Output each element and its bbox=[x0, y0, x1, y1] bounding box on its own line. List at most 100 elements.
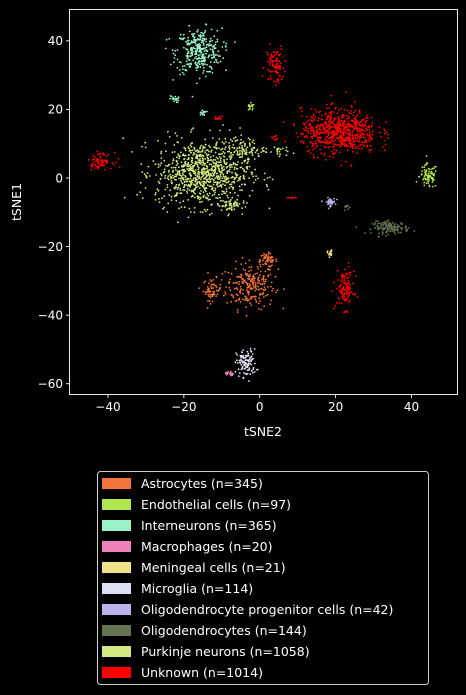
scatter-point bbox=[312, 130, 315, 133]
scatter-point bbox=[273, 135, 276, 138]
scatter-point bbox=[318, 127, 321, 129]
scatter-point bbox=[380, 224, 382, 227]
scatter-point bbox=[174, 185, 177, 188]
scatter-point bbox=[244, 372, 247, 375]
scatter-point bbox=[198, 50, 201, 53]
scatter-point bbox=[358, 127, 360, 130]
scatter-point bbox=[184, 174, 186, 177]
x-tick-label: −40 bbox=[95, 400, 120, 414]
scatter-point bbox=[346, 273, 349, 276]
scatter-point bbox=[266, 259, 269, 262]
scatter-point bbox=[93, 167, 96, 170]
scatter-point bbox=[357, 141, 360, 144]
scatter-point bbox=[293, 123, 296, 125]
scatter-point bbox=[235, 204, 238, 207]
scatter-point bbox=[336, 302, 338, 304]
scatter-point bbox=[309, 118, 312, 121]
scatter-point bbox=[182, 46, 185, 49]
scatter-point bbox=[349, 274, 352, 277]
scatter-point bbox=[217, 161, 220, 164]
scatter-point bbox=[269, 265, 271, 268]
scatter-point bbox=[420, 173, 423, 175]
scatter-point bbox=[338, 302, 341, 304]
scatter-point bbox=[241, 213, 244, 216]
scatter-point bbox=[340, 115, 342, 117]
legend-swatch bbox=[102, 520, 131, 531]
scatter-point bbox=[241, 256, 244, 259]
scatter-point bbox=[241, 146, 244, 149]
scatter-point bbox=[238, 156, 241, 159]
scatter-point bbox=[193, 147, 196, 149]
scatter-point bbox=[314, 134, 317, 137]
scatter-point bbox=[266, 261, 269, 263]
scatter-point bbox=[258, 261, 261, 264]
scatter-point bbox=[209, 293, 212, 296]
scatter-point bbox=[172, 169, 175, 172]
scatter-point bbox=[203, 164, 206, 167]
scatter-point bbox=[90, 168, 93, 171]
scatter-point bbox=[371, 134, 374, 136]
scatter-point bbox=[342, 276, 345, 278]
scatter-point bbox=[243, 170, 246, 173]
scatter-point bbox=[258, 297, 261, 300]
scatter-point bbox=[255, 175, 257, 178]
scatter-point bbox=[199, 47, 202, 50]
scatter-point bbox=[424, 177, 427, 180]
scatter-point bbox=[223, 201, 226, 203]
scatter-point bbox=[192, 177, 195, 180]
scatter-point bbox=[357, 145, 360, 148]
scatter-point bbox=[243, 183, 246, 186]
scatter-point bbox=[197, 173, 200, 176]
scatter-point bbox=[198, 287, 201, 289]
scatter-point bbox=[97, 163, 100, 165]
scatter-point bbox=[246, 350, 249, 353]
scatter-point bbox=[192, 151, 195, 154]
scatter-point bbox=[215, 295, 218, 297]
scatter-point bbox=[233, 151, 236, 154]
scatter-point bbox=[329, 252, 332, 255]
x-tick-label: 40 bbox=[404, 400, 419, 414]
scatter-point bbox=[214, 177, 217, 180]
scatter-point bbox=[175, 99, 178, 101]
scatter-point bbox=[245, 151, 248, 154]
scatter-point bbox=[237, 161, 239, 163]
scatter-point bbox=[320, 132, 322, 134]
scatter-point bbox=[359, 112, 361, 115]
scatter-point bbox=[174, 173, 177, 176]
scatter-point bbox=[311, 137, 314, 140]
scatter-point bbox=[261, 74, 264, 77]
scatter-point bbox=[283, 288, 285, 290]
scatter-point bbox=[425, 182, 428, 185]
scatter-point bbox=[259, 283, 262, 285]
scatter-point bbox=[277, 147, 280, 150]
scatter-point bbox=[196, 157, 199, 160]
scatter-point bbox=[349, 287, 352, 290]
scatter-point bbox=[358, 139, 361, 142]
scatter-point bbox=[188, 153, 190, 156]
scatter-point bbox=[391, 228, 394, 231]
scatter-point bbox=[191, 181, 194, 184]
scatter-point bbox=[382, 146, 385, 148]
scatter-point bbox=[326, 126, 329, 128]
scatter-point bbox=[257, 155, 260, 158]
scatter-point bbox=[254, 362, 256, 365]
scatter-point bbox=[378, 126, 381, 129]
scatter-point bbox=[423, 175, 426, 178]
scatter-point bbox=[213, 193, 216, 196]
scatter-point bbox=[186, 57, 189, 60]
scatter-point bbox=[242, 202, 245, 204]
scatter-point bbox=[366, 144, 369, 147]
scatter-point bbox=[206, 154, 209, 157]
scatter-point bbox=[405, 228, 408, 230]
scatter-point bbox=[262, 289, 265, 291]
scatter-point bbox=[361, 129, 364, 132]
scatter-point bbox=[198, 43, 201, 45]
scatter-point bbox=[186, 192, 189, 194]
scatter-point bbox=[338, 143, 340, 146]
scatter-point bbox=[327, 124, 330, 127]
scatter-point bbox=[217, 204, 219, 206]
scatter-point bbox=[253, 348, 256, 350]
scatter-point bbox=[433, 167, 435, 170]
scatter-point bbox=[191, 169, 194, 172]
scatter-point bbox=[256, 272, 259, 275]
